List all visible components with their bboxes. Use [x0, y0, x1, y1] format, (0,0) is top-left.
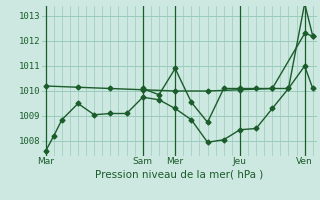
X-axis label: Pression niveau de la mer( hPa ): Pression niveau de la mer( hPa ): [95, 169, 263, 179]
